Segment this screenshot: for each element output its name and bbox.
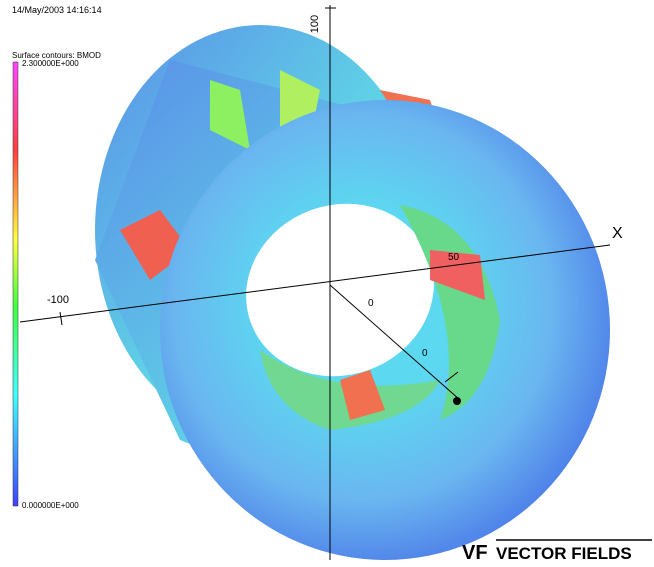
axis-label: 50 [448, 252, 460, 263]
axis-label: -100 [47, 294, 69, 306]
logo-mark: VF [462, 542, 488, 564]
colorbar [12, 61, 19, 507]
model [95, 25, 610, 560]
legend-max: 2.300000E+000 [22, 59, 79, 68]
axis-name: X [612, 225, 623, 242]
legend-min: 0.000000E+000 [22, 501, 79, 510]
logo-text: VECTOR FIELDS [496, 544, 632, 563]
axis-label: 0 [368, 298, 374, 309]
axes [19, 5, 611, 560]
legend-title: Surface contours: BMOD [12, 51, 101, 60]
timestamp: 14/May/2003 14:16:14 [12, 5, 102, 15]
axis-label: 100 [309, 15, 321, 33]
axis-label: 0 [422, 348, 428, 359]
axis-marker [453, 397, 461, 405]
